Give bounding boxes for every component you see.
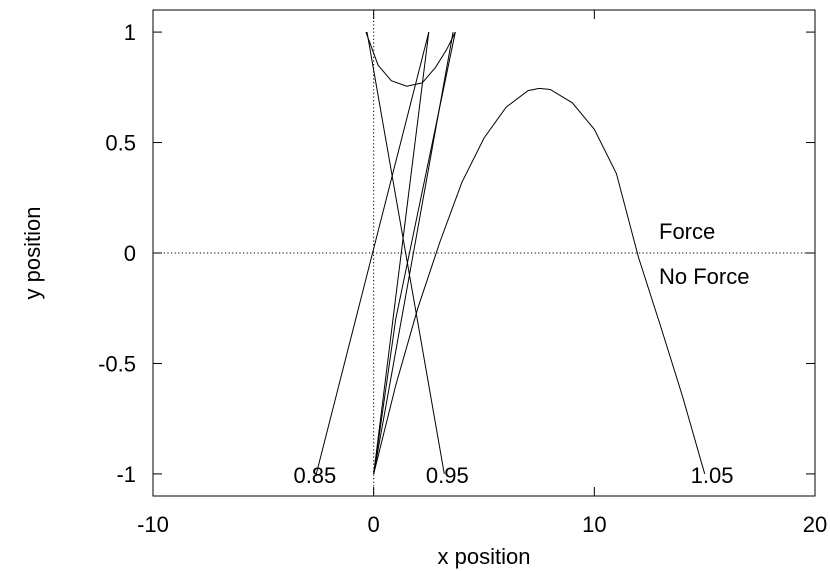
x-tick-label: -10 (137, 512, 169, 537)
x-axis-title: x position (438, 544, 531, 569)
y-axis-title: y position (20, 207, 45, 300)
curve-label: 0.85 (293, 463, 336, 488)
annotations: 0.85 0.95 1.05 (293, 463, 733, 488)
series-line-2 (366, 32, 445, 474)
x-tick-label: 10 (582, 512, 606, 537)
y-tick-label: 0.5 (105, 131, 136, 156)
series-line-3 (315, 31, 430, 475)
x-tick-label: 0 (368, 512, 380, 537)
series-line-6 (373, 87, 706, 475)
series-line-5 (365, 31, 456, 87)
curve-label: 1.05 (691, 463, 734, 488)
y-tick-label: 1 (124, 20, 136, 45)
ticks (152, 10, 816, 496)
series-group (315, 31, 706, 475)
tick-labels: -10 0 10 20 -1 -0.5 0 0.5 1 (98, 20, 827, 537)
legend-label: No Force (659, 264, 749, 289)
y-tick-label: 0 (124, 241, 136, 266)
y-tick-label: -0.5 (98, 351, 136, 376)
x-tick-label: 20 (803, 512, 827, 537)
y-tick-label: -1 (116, 462, 136, 487)
legend: Force No Force (659, 219, 749, 289)
series-line-1 (373, 32, 430, 474)
curve-label: 0.95 (426, 463, 469, 488)
series-line-4 (373, 31, 456, 474)
zero-axes (153, 10, 815, 496)
legend-label: Force (659, 219, 715, 244)
